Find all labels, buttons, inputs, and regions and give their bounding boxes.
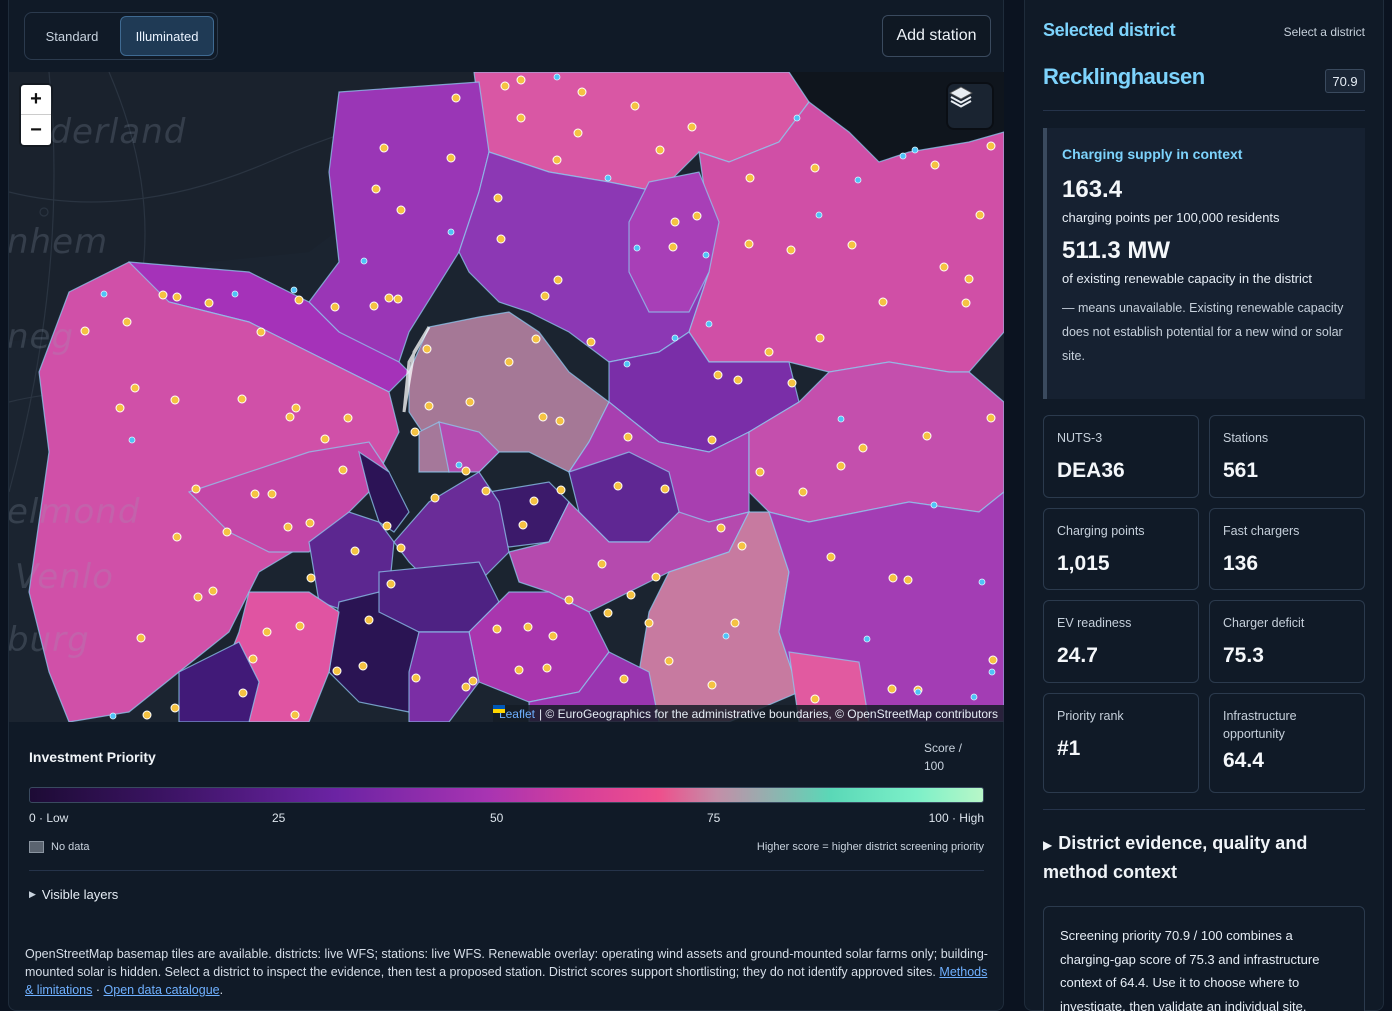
context-note: — means unavailable. Existing renewable … [1062,301,1344,363]
district-detail-panel: Selected district Select a district Reck… [1024,0,1384,1011]
stat-label: EV readiness [1057,616,1132,630]
stat-label: Charger deficit [1223,616,1305,630]
evidence-title: District evidence, quality and method co… [1043,833,1308,882]
legend-tick-50: 50 [490,811,504,825]
charging-context-card: Charging supply in context 163.4 chargin… [1043,128,1365,399]
disclosure-triangle-icon: ▶ [29,889,36,899]
visible-layers-disclosure[interactable]: ▶ Visible layers [29,887,118,902]
district-south-small[interactable] [408,631,480,722]
attribution-text: | © EuroGeographics for the administrati… [538,706,998,721]
data-note: OpenStreetMap basemap tiles are availabl… [25,945,995,999]
open-data-link[interactable]: Open data catalogue [103,983,220,997]
stat-label: Infrastructure opportunity [1223,709,1297,741]
basemap-label-helmond: elmond [9,492,141,532]
renewable-capacity-value: 511.3 MW [1062,237,1171,264]
note-end: . [219,983,224,997]
context-title: Charging supply in context [1062,146,1243,162]
leaflet-link[interactable]: Leaflet [498,706,535,721]
no-data-swatch [29,841,44,853]
district-south-bottom[interactable] [528,651,660,722]
panel-divider [1043,809,1365,810]
visible-layers-label: Visible layers [41,887,119,902]
legend-tick-0: 0 · Low [29,811,69,825]
legend-explanation: Higher score = higher district screening… [756,841,984,853]
stat-value: 1,015 [1057,552,1110,575]
points-per-100k-label: charging points per 100,000 residents [1062,210,1280,225]
note-separator: · [95,983,101,997]
legend-divider [29,870,984,871]
basemap-label-arnhem: nhem [9,222,109,262]
basemap-label-gelderland: lderland [39,112,187,152]
stat-card-charging-points: Charging points 1,015 [1043,508,1199,590]
stat-value: 561 [1223,459,1259,482]
legend-tick-100: 100 · High [928,811,984,825]
zoom-out-button[interactable]: − [30,118,42,141]
stat-value: 24.7 [1057,644,1098,667]
map-attribution: Leaflet | © EuroGeographics for the admi… [492,705,1004,722]
stat-card-stations: Stations 561 [1209,415,1365,498]
district-name: Recklinghausen [1043,64,1205,89]
screening-summary: Screening priority 70.9 / 100 combines a… [1043,906,1365,1011]
district-south-pink[interactable] [788,651,870,722]
basemap-label-limburg: burg [9,620,90,660]
mode-standard-button[interactable]: Standard [45,28,99,44]
disclosure-triangle-icon: ▶ [1043,838,1053,852]
no-data-key: No data [29,841,90,853]
mode-illuminated-button[interactable]: Illuminated [120,16,214,56]
stat-value: 75.3 [1223,644,1264,667]
district-bochum[interactable] [438,421,500,473]
points-per-100k-value: 163.4 [1062,176,1123,203]
map-panel: Standard Illuminated Add station [8,0,1004,1011]
priority-score-badge: 70.9 [1325,69,1365,93]
district-polygons[interactable] [28,72,1004,722]
legend-tick-75: 75 [707,811,721,825]
zoom-control: + − [21,85,51,145]
map-toolbar: Standard Illuminated Add station [9,0,1005,72]
stat-label: NUTS-3 [1057,431,1103,445]
stat-label: Priority rank [1057,709,1124,723]
stat-value: 64.4 [1223,749,1264,772]
stat-card-nuts3: NUTS-3 DEA36 [1043,415,1199,498]
data-note-text: OpenStreetMap basemap tiles are availabl… [25,947,988,979]
no-data-label: No data [51,841,90,853]
stat-value: 136 [1223,552,1259,575]
stat-card-ev-readiness: EV readiness 24.7 [1043,600,1199,683]
district-east-small[interactable] [628,171,720,313]
stat-value: #1 [1057,737,1081,760]
layers-toggle-button[interactable] [948,84,992,128]
stat-label: Charging points [1057,524,1145,538]
stat-card-priority-rank: Priority rank #1 [1043,693,1199,793]
panel-title: Selected district [1043,20,1176,40]
panel-hint: Select a district [1283,25,1365,39]
legend-tick-25: 25 [272,811,286,825]
basemap-style-toggle: Standard Illuminated [24,12,218,60]
stat-card-fast-chargers: Fast chargers 136 [1209,508,1365,590]
district-south-west-dark[interactable] [178,641,260,722]
panel-divider [1043,110,1365,111]
evidence-disclosure[interactable]: ▶ District evidence, quality and method c… [1043,830,1365,886]
district-darkest[interactable] [358,450,410,533]
priority-color-ramp [29,787,984,803]
layers-icon [949,86,973,108]
charging-station-markers[interactable] [80,75,998,720]
methods-link[interactable]: Methods & limitations [25,965,988,997]
renewable-capacity-label: of existing renewable capacity in the di… [1062,271,1313,286]
district-map[interactable]: lderland nhem neg elmond Venlo burg + − … [9,72,1004,722]
map-canvas[interactable] [9,72,1004,722]
stat-value: DEA36 [1057,459,1125,482]
basemap-label-nijmegen: neg [9,317,75,357]
selected-outline [402,326,431,413]
legend-title: Investment Priority [29,749,156,765]
stat-label: Stations [1223,431,1269,445]
ukraine-flag-icon [492,705,505,713]
basemap-label-venlo: Venlo [15,557,114,597]
stat-card-charger-deficit: Charger deficit 75.3 [1209,600,1365,683]
stat-label: Fast chargers [1223,524,1300,538]
renewable-markers[interactable] [100,73,996,720]
legend-unit: Score / 100 [924,741,963,773]
add-station-button[interactable]: Add station [882,15,991,57]
stat-card-infrastructure: Infrastructure opportunity 64.4 [1209,693,1365,793]
zoom-in-button[interactable]: + [21,85,51,115]
